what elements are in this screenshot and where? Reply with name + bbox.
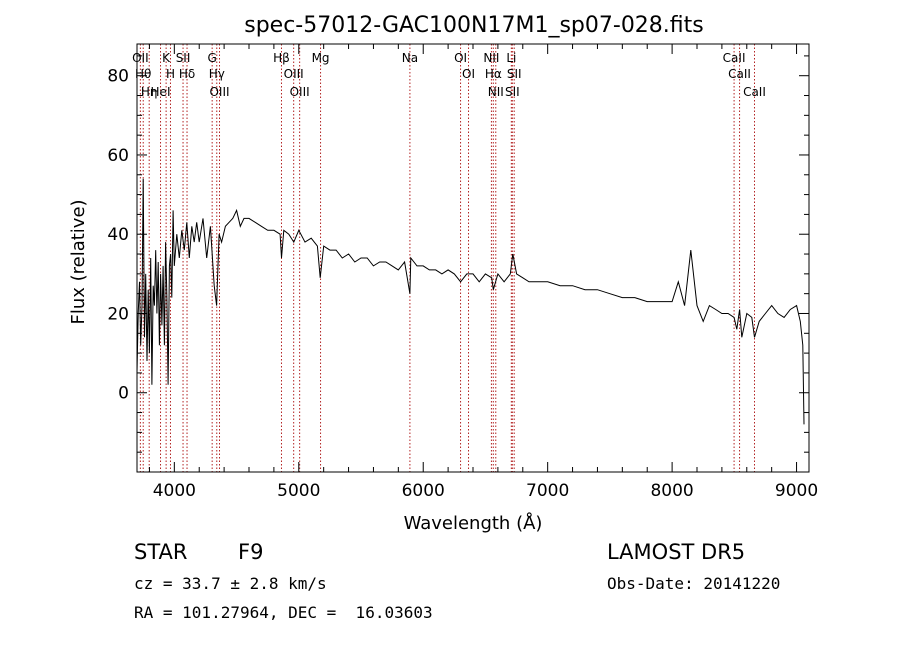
marker-label-11: Hβ xyxy=(273,51,290,65)
x-tick-label: 4000 xyxy=(153,481,196,501)
y-axis-label: Flux (relative) xyxy=(68,199,89,324)
marker-label-14: Mg xyxy=(312,51,330,65)
y-tick-label: 20 xyxy=(107,304,129,324)
marker-label-16: OI xyxy=(454,51,467,65)
marker-label-2: Hη xyxy=(141,85,158,99)
spectrum-line xyxy=(136,178,805,425)
y-tick-label: 60 xyxy=(107,146,129,166)
marker-label-5: H xyxy=(166,67,175,81)
y-axis: 0 20 40 60 80 xyxy=(107,55,809,473)
x-tick-label: 5000 xyxy=(277,481,320,501)
marker-label-13: OIII xyxy=(290,85,310,99)
object-subclass: F9 xyxy=(238,540,264,564)
marker-label-10: OIII xyxy=(209,85,229,99)
redshift-cz: cz = 33.7 ± 2.8 km/s xyxy=(134,574,327,593)
survey-name: LAMOST DR5 xyxy=(607,540,746,564)
x-tick-label: 7000 xyxy=(526,481,569,501)
marker-label-19: Hα xyxy=(485,67,502,81)
marker-label-6: SII xyxy=(176,51,191,65)
x-tick-label: 6000 xyxy=(402,481,445,501)
marker-label-9: Hγ xyxy=(209,67,225,81)
x-axis: 4000 5000 6000 7000 8000 9000 xyxy=(148,44,818,501)
marker-label-24: CaII xyxy=(723,51,746,65)
x-tick-label: 8000 xyxy=(650,481,693,501)
marker-label-12: OIII xyxy=(284,67,304,81)
observation-date: Obs-Date: 20141220 xyxy=(607,574,781,593)
marker-label-18: NII xyxy=(483,51,499,65)
marker-label-25: CaII xyxy=(728,67,751,81)
y-tick-label: 40 xyxy=(107,225,129,245)
marker-label-20: NII xyxy=(488,85,504,99)
marker-label-3: HeI xyxy=(151,85,171,99)
marker-label-17: OI xyxy=(462,67,475,81)
object-class: STAR xyxy=(134,540,188,564)
y-tick-label: 80 xyxy=(107,67,129,87)
marker-label-15: Na xyxy=(402,51,418,65)
y-tick-label: 0 xyxy=(118,384,129,404)
chart-title: spec-57012-GAC100N17M1_sp07-028.fits xyxy=(244,13,704,38)
marker-label-4: K xyxy=(162,51,171,65)
marker-label-8: G xyxy=(208,51,217,65)
line-markers xyxy=(139,44,755,472)
coordinates: RA = 101.27964, DEC = 16.03603 xyxy=(134,603,433,622)
plot-frame xyxy=(136,43,810,473)
x-tick-label: 9000 xyxy=(775,481,818,501)
marker-label-23: SII xyxy=(507,67,522,81)
marker-label-22: SII xyxy=(505,85,520,99)
marker-label-7: Hδ xyxy=(179,67,195,81)
marker-label-21: Li xyxy=(506,51,516,65)
marker-label-26: CaII xyxy=(743,85,766,99)
marker-label-0: OII xyxy=(132,51,149,65)
x-axis-label: Wavelength (Å) xyxy=(404,512,543,534)
marker-label-1: Hθ xyxy=(135,67,151,81)
